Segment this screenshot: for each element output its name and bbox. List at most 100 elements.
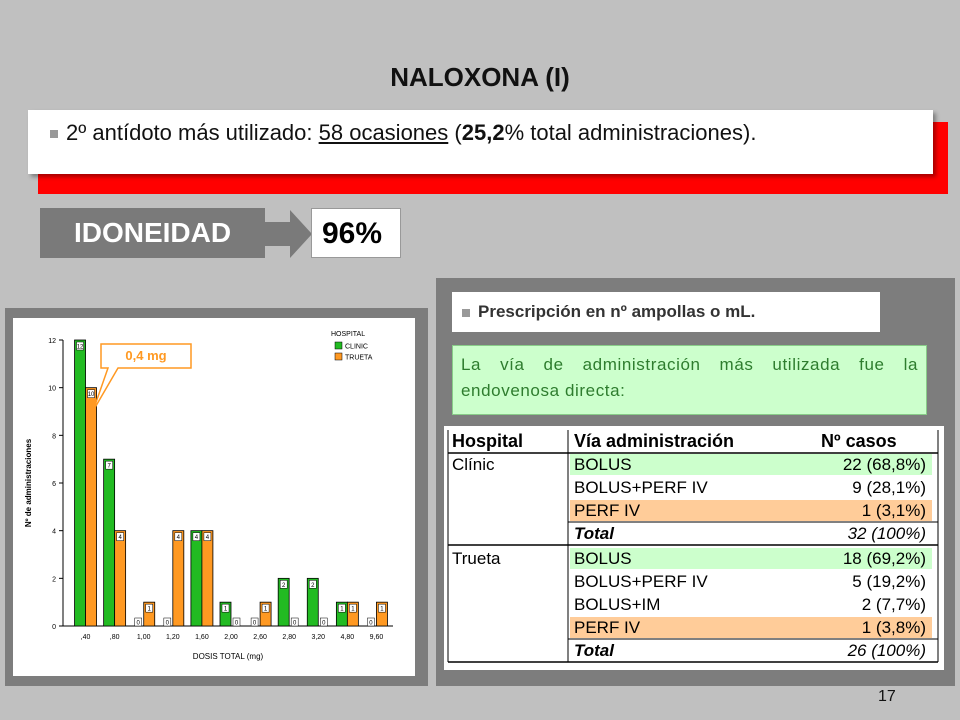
x-tick-label: 1,00 bbox=[137, 634, 151, 641]
data-label-box bbox=[367, 617, 375, 627]
data-label-box bbox=[87, 389, 95, 398]
data-label: 10 bbox=[88, 392, 95, 398]
data-label: 4 bbox=[206, 535, 210, 541]
table-header-casos: Nº casos bbox=[821, 431, 897, 451]
y-tick-label: 2 bbox=[52, 576, 56, 583]
bar-trueta bbox=[259, 601, 272, 627]
idoneidad-value: 96% bbox=[311, 208, 401, 258]
x-tick-label: 3,20 bbox=[311, 634, 325, 641]
x-axis-label: DOSIS TOTAL (mg) bbox=[193, 652, 264, 661]
data-label-box bbox=[76, 341, 84, 351]
table-cell-hospital: Clínic bbox=[452, 455, 495, 474]
legend-swatch-clinic bbox=[334, 341, 343, 350]
data-label-box bbox=[221, 603, 230, 613]
bullet-text-3: ( bbox=[448, 120, 462, 145]
idoneidad-label: IDONEIDAD bbox=[40, 208, 265, 258]
table-cell-casos: 22 (68,8%) bbox=[843, 455, 926, 474]
bar-trueta bbox=[85, 387, 97, 627]
table-cell-via: Total bbox=[574, 524, 615, 543]
table-cell-via: BOLUS bbox=[574, 455, 632, 474]
table-cell-casos: 5 (19,2%) bbox=[852, 572, 926, 591]
table-cell-via: BOLUS+PERF IV bbox=[574, 478, 708, 497]
data-label: 2 bbox=[282, 583, 286, 589]
legend-swatch-trueta bbox=[334, 352, 343, 361]
data-label: 0 bbox=[166, 621, 170, 627]
row-highlight-green bbox=[570, 454, 932, 475]
y-tick-label: 4 bbox=[52, 529, 56, 536]
route-note: La vía de administración más utilizada f… bbox=[452, 345, 927, 415]
bullet-square-icon bbox=[462, 308, 470, 317]
y-tick-label: 0 bbox=[52, 624, 56, 631]
y-tick-label: 10 bbox=[48, 386, 56, 393]
table-cell-casos: 9 (28,1%) bbox=[852, 478, 926, 497]
slide-title: NALOXONA (I) bbox=[390, 62, 570, 92]
y-tick-label: 12 bbox=[48, 338, 56, 345]
data-label-box bbox=[163, 617, 172, 627]
bar-trueta bbox=[114, 530, 127, 627]
prescription-text: Prescripción en nº ampollas o mL. bbox=[478, 302, 756, 321]
data-label: 1 bbox=[224, 607, 228, 613]
data-label: 0 bbox=[235, 621, 239, 627]
bar-trueta bbox=[201, 530, 214, 627]
data-label-box bbox=[203, 532, 212, 541]
legend-label-trueta: TRUETA bbox=[345, 355, 373, 362]
summary-bullet: 2º antídoto más utilizado: 58 ocasiones … bbox=[50, 120, 756, 146]
page-number: 17 bbox=[878, 688, 896, 705]
legend-label-clinic: CLINIC bbox=[345, 344, 368, 351]
data-label: 4 bbox=[177, 535, 181, 541]
x-tick-label: 1,60 bbox=[195, 634, 209, 641]
bullet-text-occasions: 58 ocasiones bbox=[318, 120, 449, 145]
table-cell-casos: 26 (100%) bbox=[847, 641, 926, 660]
data-label-box bbox=[116, 532, 124, 541]
y-tick-label: 8 bbox=[52, 433, 56, 440]
x-tick-label: 2,80 bbox=[282, 634, 296, 641]
table-header-via: Vía administración bbox=[574, 431, 734, 451]
data-label: 0 bbox=[293, 621, 297, 627]
bullet-square-icon bbox=[50, 130, 58, 139]
arrow-right-icon bbox=[262, 210, 312, 258]
route-table: Hospital Vía administración Nº casos BOLUS 2… bbox=[444, 426, 944, 670]
table-cell-via: BOLUS+IM bbox=[574, 595, 660, 614]
data-label: 0 bbox=[253, 621, 257, 627]
callout-shape bbox=[92, 343, 192, 412]
data-label-box bbox=[232, 617, 241, 627]
dose-callout: 0,4 mg bbox=[92, 343, 192, 412]
table-cell-casos: 1 (3,1%) bbox=[862, 501, 926, 520]
bar-clinic bbox=[103, 458, 116, 627]
data-label-box bbox=[192, 532, 201, 541]
data-label: 2 bbox=[311, 583, 315, 589]
data-label-box bbox=[309, 580, 317, 589]
data-label-box bbox=[378, 603, 386, 613]
x-tick-label: 2,00 bbox=[224, 634, 238, 641]
table-cell-via: PERF IV bbox=[574, 618, 641, 637]
bar-trueta bbox=[143, 601, 156, 627]
data-label-box bbox=[174, 532, 183, 541]
table-cell-casos: 2 (7,7%) bbox=[862, 595, 926, 614]
data-label-box bbox=[250, 617, 259, 627]
data-label-box bbox=[145, 603, 153, 613]
data-label-box bbox=[134, 617, 142, 627]
data-label-box bbox=[105, 460, 113, 470]
y-axis-label: Nº de administraciones bbox=[24, 438, 33, 527]
data-label: 4 bbox=[195, 535, 199, 541]
table-cell-via: BOLUS+PERF IV bbox=[574, 572, 708, 591]
x-tick-label: ,40 bbox=[81, 634, 91, 641]
x-tick-label: 1,20 bbox=[166, 634, 180, 641]
table-cell-hospital: Trueta bbox=[452, 549, 501, 568]
data-label: 1 bbox=[148, 607, 152, 613]
data-label: 4 bbox=[118, 535, 122, 541]
x-tick-label: ,80 bbox=[110, 634, 120, 641]
x-tick-label: 9,60 bbox=[370, 634, 384, 641]
x-tick-label: 2,60 bbox=[253, 634, 267, 641]
data-label-box bbox=[320, 617, 328, 627]
y-tick-label: 6 bbox=[52, 481, 56, 488]
table-cell-casos: 32 (100%) bbox=[848, 524, 926, 543]
bar-trueta bbox=[346, 601, 359, 627]
data-label: 1 bbox=[264, 607, 268, 613]
data-label-box bbox=[261, 603, 270, 613]
data-label: 0 bbox=[369, 621, 373, 627]
bar-clinic bbox=[74, 339, 86, 627]
data-label-box bbox=[279, 580, 288, 589]
bullet-text-percent: 25,2 bbox=[461, 120, 505, 145]
